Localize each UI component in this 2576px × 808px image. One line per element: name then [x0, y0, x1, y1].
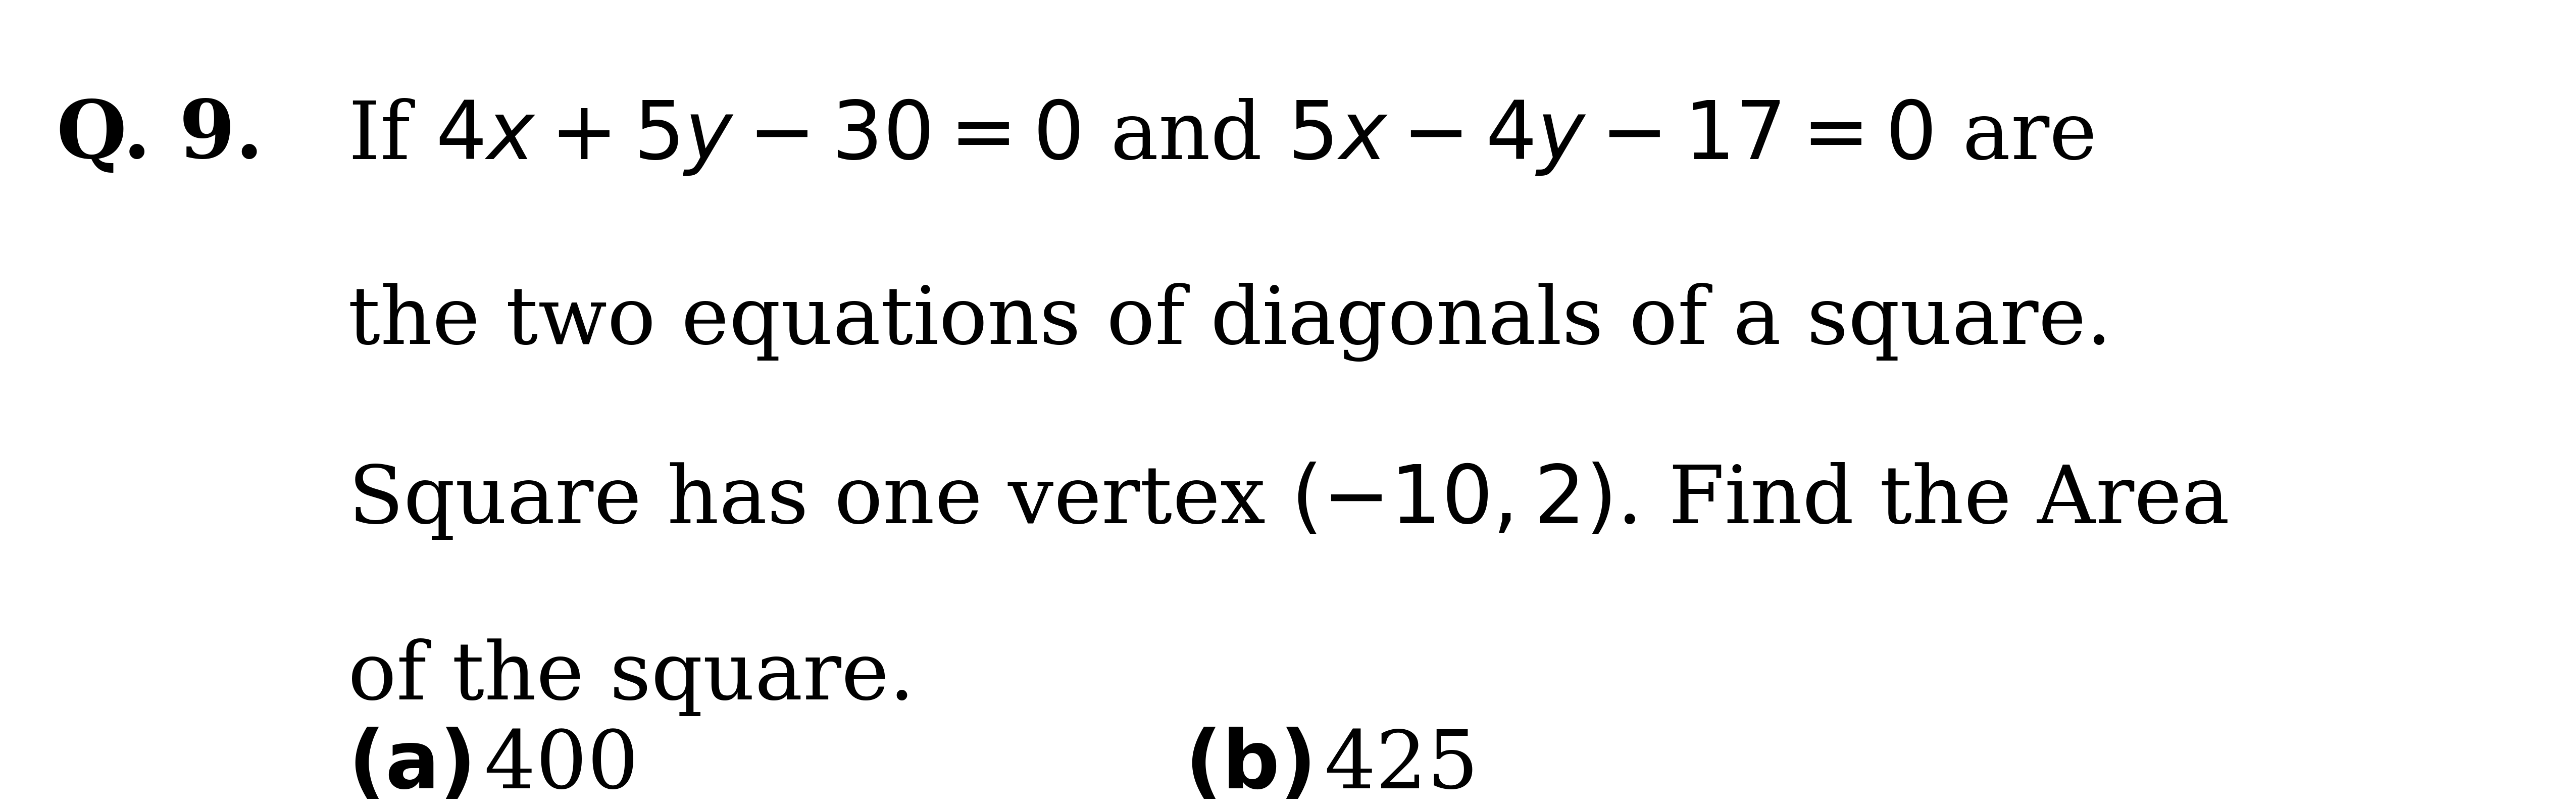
Text: Square has one vertex $(-10, 2)$. Find the Area: Square has one vertex $(-10, 2)$. Find t… — [348, 461, 2228, 541]
Text: the two equations of diagonals of a square.: the two equations of diagonals of a squa… — [348, 283, 2112, 362]
Text: If $4x + 5y - 30 = 0$ and $5x - 4y - 17 = 0$ are: If $4x + 5y - 30 = 0$ and $5x - 4y - 17 … — [348, 97, 2094, 177]
Text: Q. 9.: Q. 9. — [57, 97, 263, 175]
Text: of the square.: of the square. — [348, 638, 914, 716]
Text: $\mathbf{(b)}$ 425: $\mathbf{(b)}$ 425 — [1185, 727, 1473, 805]
Text: $\mathbf{(a)}$ 400: $\mathbf{(a)}$ 400 — [348, 727, 634, 805]
